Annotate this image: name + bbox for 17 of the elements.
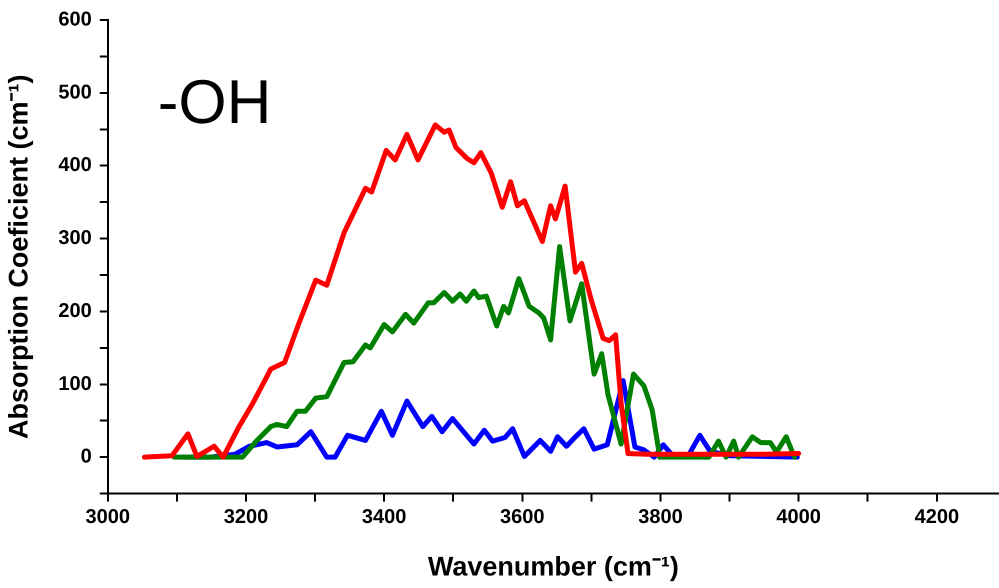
x-tick-label: 3600 xyxy=(500,506,545,528)
y-tick-label: 500 xyxy=(58,81,92,104)
y-tick-label: 400 xyxy=(58,154,92,176)
x-tick-label: 3200 xyxy=(224,506,268,528)
annotation: -OH xyxy=(158,68,272,138)
x-tick-label: 4200 xyxy=(914,506,960,528)
x-tick-label: 3400 xyxy=(362,506,406,528)
y-tick-label: 600 xyxy=(58,8,92,31)
y-tick-label: 0 xyxy=(80,446,92,468)
x-axis-title: Wavenumber (cm⁻¹) xyxy=(428,551,679,582)
y-axis-title: Absorption Coeficient (cm⁻¹) xyxy=(4,74,34,440)
x-tick-label: 3000 xyxy=(86,506,130,528)
y-tick-label: 100 xyxy=(58,372,92,395)
y-tick-label: 300 xyxy=(58,227,92,250)
y-tick-label: 200 xyxy=(58,300,92,322)
x-tick-label: 3800 xyxy=(638,506,683,528)
x-tick-label: 4000 xyxy=(776,506,821,528)
